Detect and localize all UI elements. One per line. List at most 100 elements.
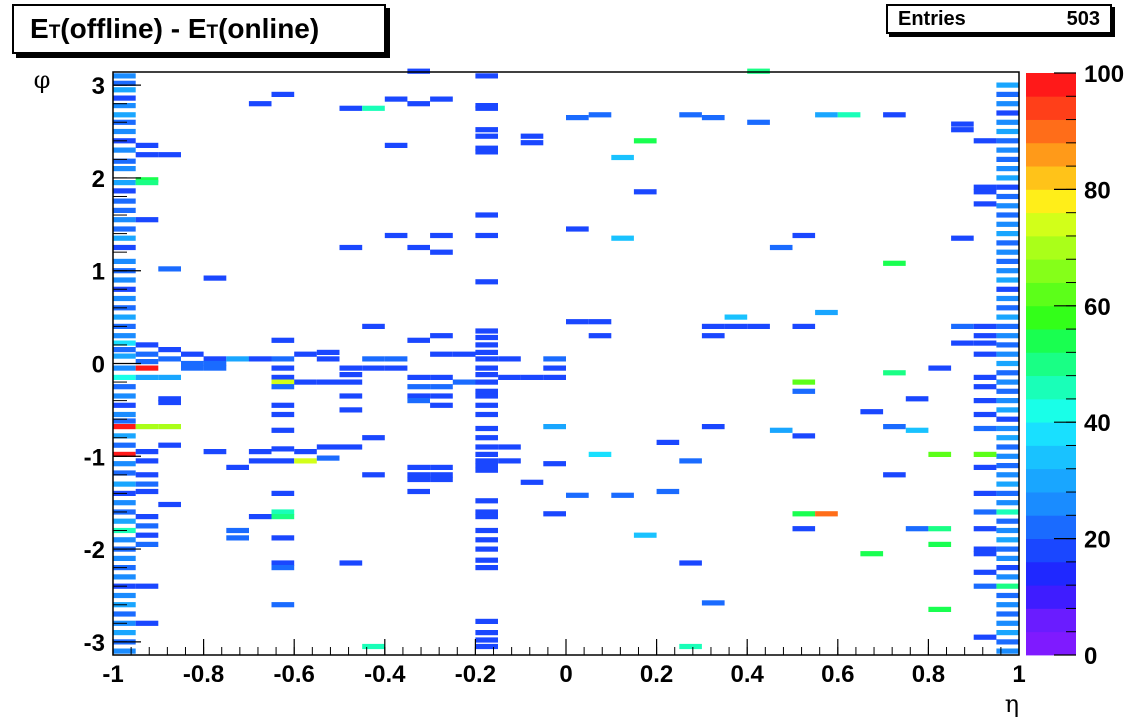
x-axis: -1 -0.8 -0.6 -0.4 -0.2 0 0.2 0.4 0.6 0.8 1 [102, 639, 1026, 688]
heatmap-cell [679, 112, 702, 118]
palette-swatch [1026, 259, 1076, 283]
title-part1: E [30, 13, 49, 44]
heatmap-cell [996, 527, 1019, 534]
heatmap-cell [475, 411, 498, 418]
heatmap-cell [113, 198, 136, 204]
heatmap-cell [475, 365, 498, 371]
heatmap-cell [475, 557, 498, 563]
heatmap-cell [860, 409, 884, 415]
heatmap-cell [996, 472, 1019, 478]
heatmap-cell [792, 511, 816, 517]
heatmap-cell [973, 374, 997, 380]
palette-swatch [1026, 608, 1076, 633]
heatmap-cell [498, 444, 521, 450]
heatmap-cell [996, 379, 1019, 385]
heatmap-cell [135, 217, 159, 223]
heatmap-cell [475, 145, 498, 151]
palette-swatch [1026, 515, 1076, 539]
heatmap-cell [996, 240, 1019, 246]
heatmap-cell [407, 472, 430, 478]
heatmap-cell [135, 180, 159, 186]
heatmap-cell [113, 258, 136, 264]
x-axis-title: η [1005, 690, 1019, 718]
heatmap-cell [973, 569, 997, 575]
heatmap-cell [996, 435, 1019, 441]
heatmap-cell [996, 463, 1019, 469]
heatmap-cell [996, 258, 1019, 264]
heatmap-cell [294, 449, 317, 455]
heatmap-cell [113, 365, 136, 371]
heatmap-cell [543, 511, 566, 517]
heatmap-cell [996, 546, 1019, 552]
heatmap-cell [973, 333, 997, 339]
heatmap-cell [566, 319, 589, 325]
heatmap-cell [996, 592, 1019, 599]
heatmap-cell [135, 488, 159, 495]
palette-swatch [1026, 235, 1076, 260]
palette-swatch [1026, 398, 1076, 423]
heatmap-cell [475, 618, 498, 624]
heatmap-cell [475, 356, 498, 362]
heatmap-cell [475, 388, 498, 394]
heatmap-cell [679, 458, 702, 464]
heatmap-cell [815, 112, 838, 118]
heatmap-cell [996, 91, 1019, 97]
heatmap-cell [996, 602, 1019, 608]
heatmap-cell [271, 602, 295, 608]
heatmap-cell [769, 244, 793, 251]
heatmap-cell [181, 351, 204, 357]
heatmap-cell [520, 479, 544, 485]
palette-swatch [1026, 305, 1076, 330]
heatmap-cell [996, 101, 1019, 107]
heatmap-cell [611, 235, 634, 241]
heatmap-cell [475, 527, 498, 534]
heatmap-cell [588, 319, 612, 325]
heatmap-cell [475, 127, 498, 133]
x-tick-label: 1 [1012, 661, 1025, 688]
y-axis: -3 -2 -1 0 1 2 3 [84, 73, 141, 657]
heatmap-cell [362, 105, 385, 111]
heatmap-cell [792, 323, 816, 329]
heatmap-cell [362, 365, 385, 371]
heatmap-cell [928, 606, 952, 612]
palette-tick-label: 0 [1084, 643, 1097, 670]
heatmap-cell [996, 509, 1019, 515]
heatmap-cell [430, 393, 453, 399]
heatmap-cell [113, 648, 136, 654]
heatmap-cell [475, 509, 498, 515]
x-tick-label: 0 [559, 661, 572, 688]
plot-frame [112, 71, 1020, 656]
heatmap-cell [996, 314, 1019, 320]
heatmap-cell [973, 464, 997, 470]
stats-label: Entries [898, 7, 966, 30]
title-sub2: T [206, 22, 219, 43]
heatmap-cell [905, 396, 929, 402]
heatmap-cell [135, 365, 159, 371]
heatmap-cell [475, 402, 498, 408]
heatmap-cell [316, 455, 340, 461]
heatmap-cell [543, 356, 566, 362]
heatmap-cell [475, 546, 498, 552]
x-tick-label: 0.8 [912, 661, 945, 688]
heatmap-cell [951, 340, 974, 346]
heatmap-cell [883, 260, 906, 266]
y-tick-label: 1 [92, 259, 105, 286]
palette-swatch [1026, 561, 1076, 586]
heatmap-cell [996, 82, 1019, 88]
heatmap-cell [996, 277, 1019, 283]
palette-swatch [1026, 189, 1076, 214]
heatmap-cell [113, 592, 136, 599]
heatmap-cell [996, 351, 1019, 357]
heatmap-cell [475, 393, 498, 399]
heatmap-cell [951, 235, 974, 241]
heatmap-cell [271, 374, 295, 380]
heatmap-cell [248, 514, 272, 520]
palette-tick-label: 40 [1084, 410, 1111, 437]
heatmap-cell [430, 333, 453, 339]
heatmap-cell [973, 138, 997, 144]
heatmap-cell [633, 138, 657, 144]
heatmap-cell [588, 333, 612, 339]
heatmap-cell [430, 96, 453, 102]
heatmap-cell [883, 424, 906, 430]
